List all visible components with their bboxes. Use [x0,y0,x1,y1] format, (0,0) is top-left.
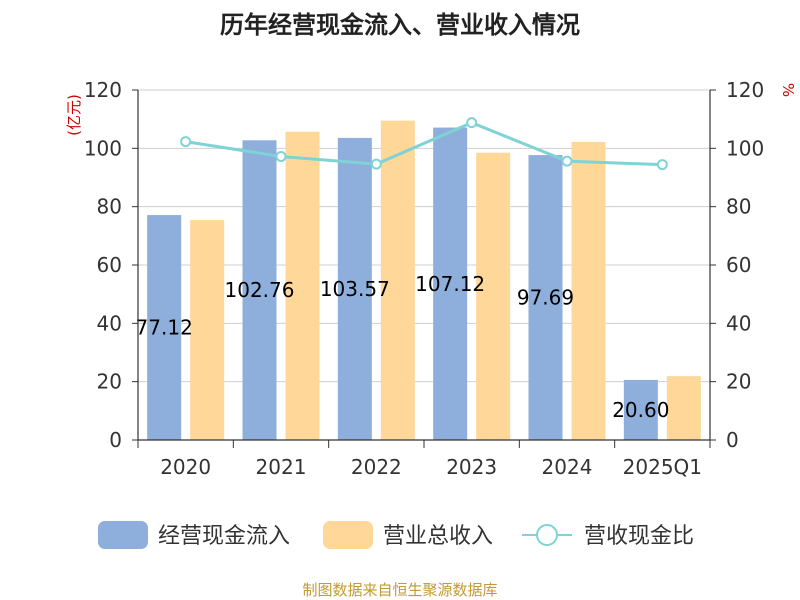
ratio-point [275,151,287,162]
cash-inflow-bar [528,155,563,440]
revenue-bar [571,141,606,440]
cash-inflow-data-label: 77.12 [136,316,193,340]
x-tick-label: 2022 [351,455,402,479]
axes: 0 20 40 60 80 100 120 0 20 40 60 80 100 120 2020 2021 20… [84,78,764,479]
source-note: 制图数据来自恒生聚源数据库 [302,581,497,599]
cash-inflow-bar [433,127,468,441]
ratio-line-path [185,121,663,167]
left-tick-label: 0 [109,428,122,452]
cash-inflow-bar [623,379,658,440]
x-tick-label: 2024 [542,455,593,479]
right-tick-label: 60 [726,253,751,277]
revenue-bar [380,120,415,440]
revenue-bar [190,220,225,440]
legend-marker [536,524,558,546]
right-tick-label: 20 [726,370,751,394]
revenue-bar [666,376,701,440]
x-tick-label: 2021 [256,455,307,479]
x-tick-label: 2020 [160,455,211,479]
revenue-bar [476,152,511,441]
revenue-bar [285,131,320,441]
left-tick-label: 100 [84,136,122,160]
legend-label: 经营现金流入 [158,524,290,549]
right-axis-unit: % [779,83,797,97]
left-tick-label: 20 [97,370,122,394]
cash-inflow-data-label: 103.57 [320,277,390,301]
right-tick-label: 80 [726,195,751,219]
ratio-point [466,117,478,129]
right-tick-label: 100 [726,136,764,160]
cash-inflow-bar [147,215,182,440]
right-tick-label: 120 [726,78,764,102]
cash-inflow-data-label: 20.60 [612,398,669,422]
cash-inflow-data-label: 107.12 [415,272,485,296]
cash-inflow-data-label: 97.69 [517,286,574,310]
data-labels: 77.12 102.76 103.57 107.12 97.69 20.60 [136,272,670,422]
ratio-point [656,159,668,171]
right-tick-label: 40 [726,311,751,335]
x-tick-label: 2023 [446,455,497,479]
legend-label: 营收现金比 [584,524,694,549]
left-tick-label: 40 [97,311,122,335]
ratio-point [561,155,573,167]
legend-swatch [323,521,373,549]
cash-inflow-bar [337,137,372,440]
left-tick-label: 60 [97,253,122,277]
cash-inflow-data-label: 102.76 [225,278,295,302]
left-tick-label: 120 [84,78,122,102]
cash-inflow-bar [242,140,277,441]
bar-group [147,120,701,441]
left-tick-label: 80 [97,195,122,219]
legend-swatch [98,521,148,549]
legend-label: 营业总收入 [383,524,493,549]
chart-title: 历年经营现金流入、营业收入情况 [220,11,580,39]
left-axis-unit: (亿元) [65,94,83,136]
legend[interactable]: 经营现金流入 营业总收入 营收现金比 [98,521,694,549]
x-tick-label: 2025Q1 [623,455,702,479]
ratio-point [370,158,382,170]
ratio-line [180,117,668,171]
right-tick-label: 0 [726,428,739,452]
ratio-point [180,136,192,148]
